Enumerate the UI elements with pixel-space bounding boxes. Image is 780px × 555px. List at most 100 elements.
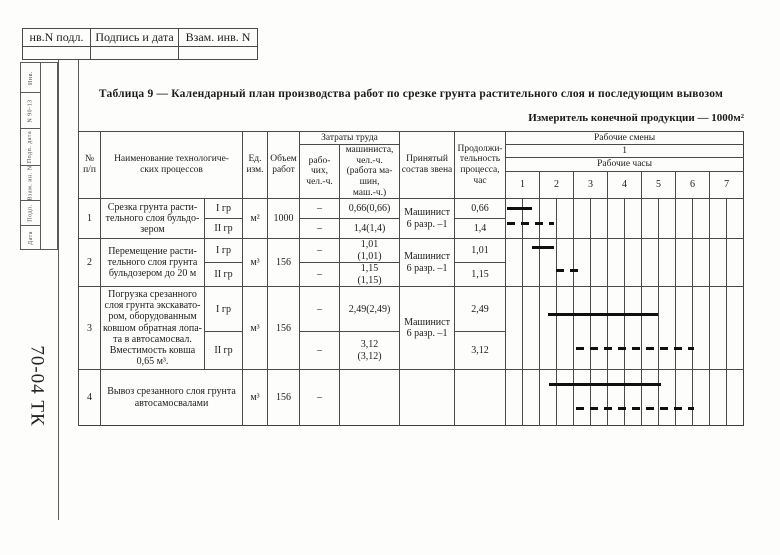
- row3-num: 3: [78, 286, 101, 370]
- gantt-cell: [675, 331, 693, 370]
- measure-note: Измеритель конечной продукции — 1000м²: [528, 112, 744, 124]
- side-label-cell: Инв.: [21, 63, 40, 93]
- row1-workers2: –: [299, 218, 340, 239]
- gantt-cell: [522, 369, 540, 426]
- gantt-cell: [505, 331, 523, 370]
- gantt-cell: [726, 331, 744, 370]
- row3-unit: м³: [242, 286, 268, 370]
- doc-code-text: 70-04 ТК: [27, 345, 49, 427]
- side-label: Инв.: [27, 70, 34, 85]
- gantt-cell: [641, 218, 659, 239]
- gantt-cell: [522, 238, 540, 263]
- gantt-cell: [539, 218, 557, 239]
- gantt-cell: [692, 198, 710, 219]
- gantt-cell: [590, 331, 608, 370]
- gantt-cell: [573, 238, 591, 263]
- gantt-cell: [505, 262, 523, 287]
- title-block-top-strip: нв.N подл. Подпись и дата Взам. инв. N: [22, 28, 258, 60]
- side-label: Дата: [27, 230, 34, 245]
- row3-machinist2: 3,12 (3,12): [339, 331, 400, 370]
- row2-grade1: I гр: [203, 238, 243, 263]
- header-shift-number: 1: [505, 143, 744, 158]
- gantt-cell: [573, 331, 591, 370]
- gantt-cell: [590, 198, 608, 219]
- doc-code: 70-04 ТК: [8, 338, 66, 434]
- row1-grade1: I гр: [203, 198, 243, 219]
- gantt-cell: [539, 238, 557, 263]
- side-label: N 90-13: [27, 98, 34, 123]
- gantt-cell: [709, 238, 727, 263]
- gantt-cell: [641, 286, 659, 332]
- gantt-cell: [556, 286, 574, 332]
- header-labor-group: Затраты труда: [299, 131, 400, 145]
- hour-6: 6: [675, 171, 710, 199]
- header-volume: Объем работ: [267, 130, 300, 199]
- gantt-cell: [556, 262, 574, 287]
- gantt-cell: [675, 238, 693, 263]
- strip-cell-inv-n-podl: нв.N подл.: [22, 28, 90, 47]
- hour-7: 7: [709, 171, 744, 199]
- gantt-cell: [522, 286, 540, 332]
- row3-grade1: I гр: [203, 286, 243, 332]
- side-label-cell: Подп.: [21, 201, 40, 226]
- gantt-cell: [726, 238, 744, 263]
- gantt-cell: [726, 369, 744, 426]
- gantt-cell: [505, 369, 523, 426]
- side-grid-divider: [40, 63, 41, 249]
- gantt-cell: [624, 286, 642, 332]
- row2-duration1: 1,01: [454, 238, 506, 263]
- gantt-cell: [590, 238, 608, 263]
- strip-cell-podpis-data: Подпись и дата: [90, 28, 178, 47]
- row2-machinist1: 1,01 (1,01): [339, 238, 400, 263]
- gantt-cell: [658, 262, 676, 287]
- gantt-cell: [522, 331, 540, 370]
- row1-volume: 1000: [267, 198, 300, 239]
- calendar-plan-table: № п/п Наименование технологиче- ских про…: [78, 130, 745, 427]
- row2-num: 2: [78, 238, 101, 287]
- row3-volume: 156: [267, 286, 300, 370]
- gantt-cell: [624, 331, 642, 370]
- strip-empty-cell: [22, 47, 90, 60]
- row1-machinist1: 0,66(0,66): [339, 198, 400, 219]
- row3-duration1: 2,49: [454, 286, 506, 332]
- hour-4: 4: [607, 171, 642, 199]
- header-shifts: Рабочие смены: [505, 131, 744, 145]
- row1-crew: Машинист 6 разр. –1: [399, 198, 455, 239]
- gantt-cell: [658, 198, 676, 219]
- gantt-cell: [607, 238, 625, 263]
- gantt-cell: [726, 198, 744, 219]
- gantt-cell: [658, 286, 676, 332]
- gantt-cell: [624, 238, 642, 263]
- row2-grade2: II гр: [203, 262, 243, 287]
- row2-name: Перемещение расти- тельного слоя грунта …: [100, 238, 205, 287]
- row3-name: Погрузка срезанного слоя грунта экскават…: [100, 286, 205, 370]
- gantt-cell: [675, 218, 693, 239]
- gantt-cell: [726, 218, 744, 239]
- gantt-cell: [539, 198, 557, 219]
- strip-empty-cell: [90, 47, 178, 60]
- gantt-cell: [726, 286, 744, 332]
- gantt-cell: [709, 331, 727, 370]
- row1-unit: м²: [242, 198, 268, 239]
- gantt-cell: [607, 262, 625, 287]
- gantt-cell: [624, 262, 642, 287]
- gantt-cell: [607, 286, 625, 332]
- row2-workers2: –: [299, 262, 340, 287]
- header-unit: Ед. изм.: [242, 130, 268, 199]
- gantt-cell: [692, 262, 710, 287]
- row2-machinist2: 1,15 (1,15): [339, 262, 400, 287]
- gantt-cell: [624, 198, 642, 219]
- side-label-cell: Дата: [21, 226, 40, 249]
- strip-cell-vzam-inv: Взам. инв. N: [178, 28, 258, 47]
- row4-unit: м³: [242, 369, 268, 426]
- table-title: Таблица 9 — Календарный план производств…: [98, 88, 724, 100]
- gantt-cell: [556, 369, 574, 426]
- header-machinist: машиниста, чел.-ч. (работа ма- шин, маш.…: [339, 143, 400, 199]
- gantt-cell: [522, 218, 540, 239]
- gantt-cell: [539, 369, 557, 426]
- row4-name: Вывоз срезанного слоя грунта автосамосва…: [99, 369, 243, 426]
- gantt-cell: [573, 262, 591, 287]
- gantt-cell: [658, 238, 676, 263]
- row2-volume: 156: [267, 238, 300, 287]
- gantt-cell: [556, 218, 574, 239]
